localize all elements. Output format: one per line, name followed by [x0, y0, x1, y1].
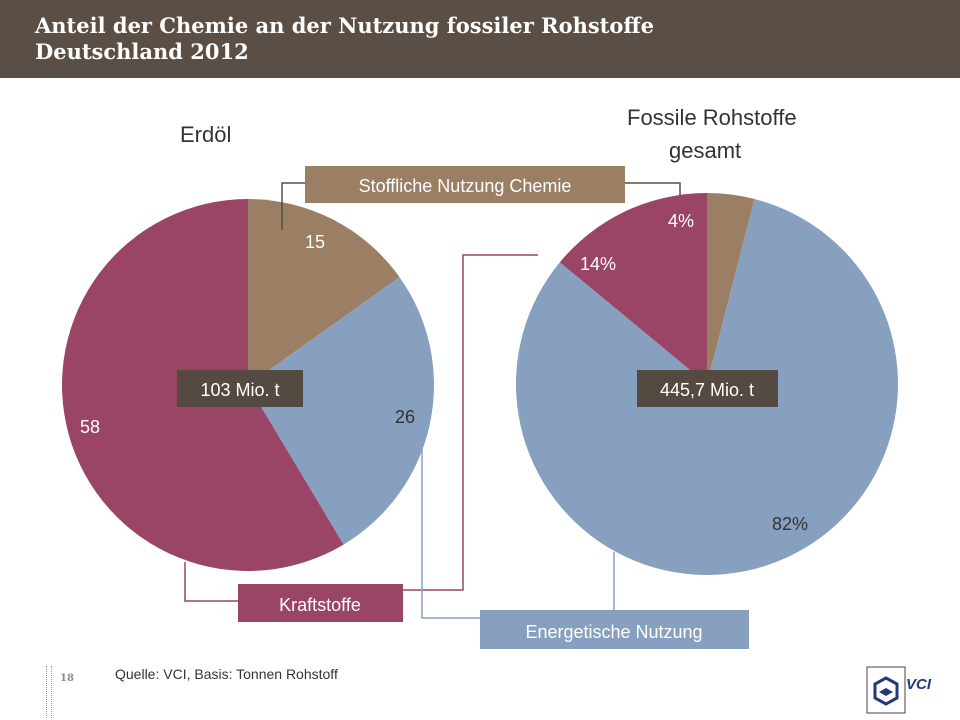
vci-logo-text: VCI [906, 676, 932, 693]
pie2-label-energetisch: 82% [772, 514, 808, 534]
connector-kraftstoffe-right [403, 254, 538, 591]
footer-divider [46, 666, 52, 718]
pie2-total-box [637, 370, 778, 407]
legend-kraftstoffe-box [238, 584, 403, 622]
header-bar: Anteil der Chemie an der Nutzung fossile… [0, 0, 960, 78]
pie2-title-line2: gesamt [669, 138, 741, 163]
pie1-slice-stofflich [248, 199, 400, 385]
pie2-slice-kraftstoffe [559, 193, 707, 384]
pie1-slice-energetisch [248, 277, 434, 545]
pie1-label-kraftstoffe: 58 [80, 417, 100, 437]
pie2-label-kraftstoffe: 14% [580, 254, 616, 274]
connector-stofflich-right [625, 182, 681, 196]
pie2-total-label: 445,7 Mio. t [660, 380, 754, 400]
pie2-slice-stofflich [707, 193, 755, 384]
legend-stofflich-label: Stoffliche Nutzung Chemie [359, 176, 572, 196]
pie1-label-energetisch: 26 [395, 407, 415, 427]
source-note: Quelle: VCI, Basis: Tonnen Rohstoff [115, 666, 338, 682]
page-number: 18 [60, 673, 74, 684]
legend-kraftstoffe-label: Kraftstoffe [279, 595, 361, 615]
vci-logo: VCI [866, 666, 948, 716]
pie2-label-stofflich: 4% [668, 211, 694, 231]
connector-stofflich [281, 182, 305, 230]
legend-stofflich-box [305, 166, 625, 203]
pie1-title: Erdöl [180, 122, 231, 147]
legend-energetisch-label: Energetische Nutzung [525, 622, 702, 642]
pie1-total-label: 103 Mio. t [200, 380, 279, 400]
page-title-line1: Anteil der Chemie an der Nutzung fossile… [35, 13, 654, 38]
pie1-total-box [177, 370, 303, 407]
page-title-line2: Deutschland 2012 [35, 39, 249, 64]
connector-kraftstoffe-left [184, 562, 238, 602]
legend-energetisch-box [480, 610, 749, 649]
vci-logo-icon [866, 666, 906, 714]
pie2-title-line1: Fossile Rohstoffe [627, 105, 797, 130]
pie1-label-stofflich: 15 [305, 232, 325, 252]
connector-energetisch-left [421, 447, 480, 619]
